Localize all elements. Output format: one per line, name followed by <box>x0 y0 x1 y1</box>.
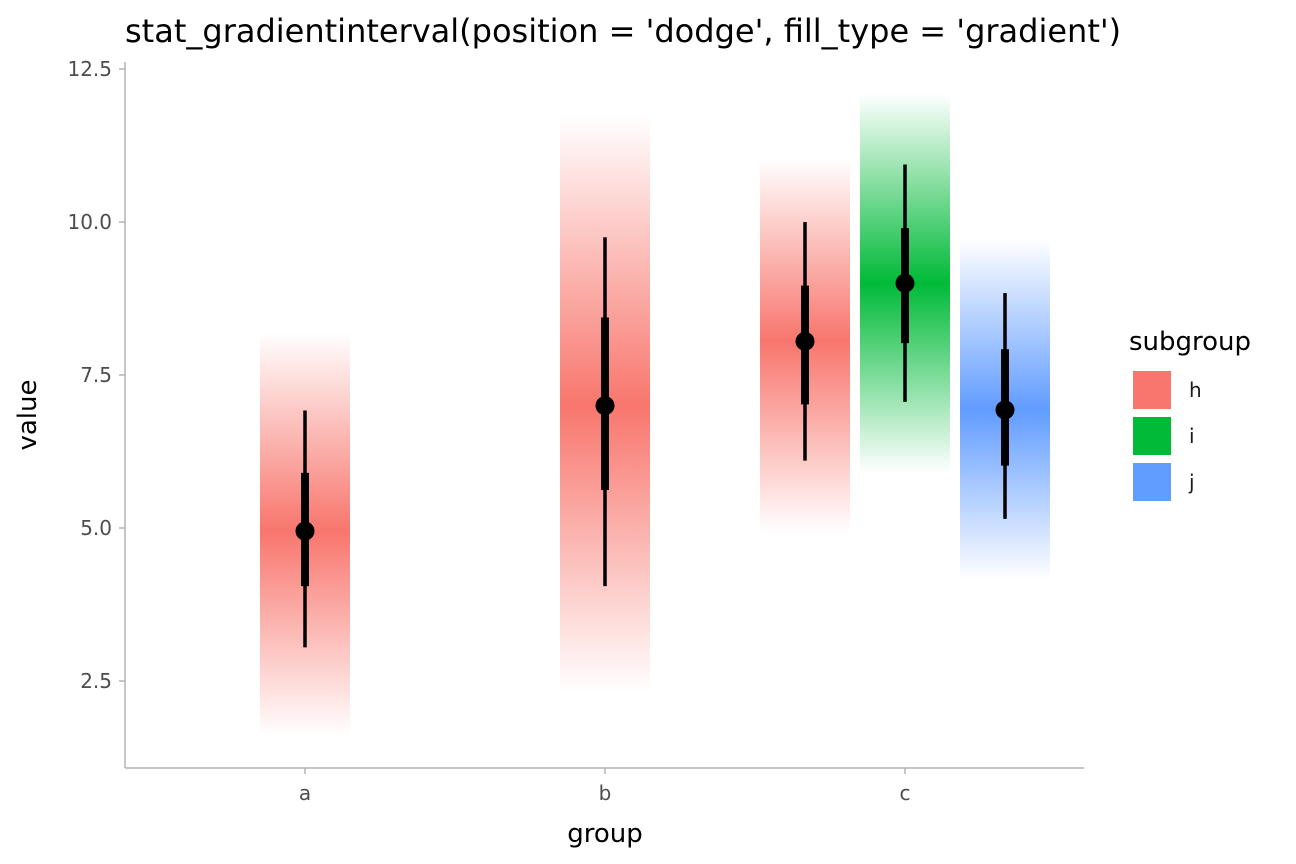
point-estimate-c-h <box>795 331 815 351</box>
y-tick-label: 2.5 <box>80 669 112 693</box>
legend-swatch-h <box>1133 371 1171 409</box>
x-tick-label: b <box>599 781 612 805</box>
legend-items: hij <box>1133 371 1202 501</box>
x-axis-ticks: a b c <box>299 768 911 805</box>
legend-swatch-j <box>1133 463 1171 501</box>
point-estimate-b-h <box>595 396 615 416</box>
x-tick-label: a <box>299 781 311 805</box>
point-estimate-c-i <box>895 273 915 293</box>
point-estimate-a-h <box>295 521 315 541</box>
legend-swatch-i <box>1133 417 1171 455</box>
x-tick-label: c <box>900 781 911 805</box>
plot-area <box>260 93 1050 737</box>
y-axis-ticks: 2.5 5.0 7.5 10.0 12.5 <box>67 57 125 693</box>
legend-title: subgroup <box>1129 327 1251 357</box>
legend-label-j: j <box>1188 470 1195 494</box>
y-tick-label: 12.5 <box>67 57 112 81</box>
y-tick-label: 5.0 <box>80 516 112 540</box>
legend-label-h: h <box>1189 378 1202 402</box>
y-tick-label: 10.0 <box>67 210 112 234</box>
y-tick-label: 7.5 <box>80 363 112 387</box>
legend: subgroup hij <box>1129 327 1251 501</box>
x-axis-title: group <box>567 819 643 849</box>
legend-label-i: i <box>1189 424 1195 448</box>
chart-title: stat_gradientinterval(position = 'dodge'… <box>125 12 1121 50</box>
point-estimate-c-j <box>995 400 1015 420</box>
y-axis-title: value <box>13 379 43 450</box>
